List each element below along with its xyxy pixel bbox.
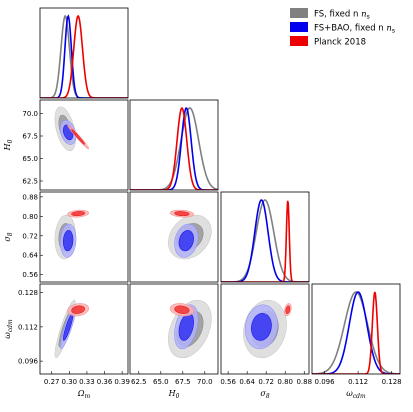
- panel-frame: [129, 191, 219, 283]
- y-axis-label-s8: σ8: [3, 232, 14, 241]
- panel-frame: [39, 283, 129, 375]
- panel-frame: [220, 191, 310, 283]
- legend: FS, fixed n ns FS+BAO, fixed n ns Planck 2…: [290, 8, 395, 48]
- panel-frame: [129, 283, 219, 375]
- legend-item: Planck 2018: [290, 36, 366, 48]
- legend-label: FS+BAO, fixed n ns: [314, 24, 395, 35]
- x-tick-label: 0.56: [220, 378, 236, 386]
- panel-s8-vs-H0: [129, 191, 219, 283]
- y-tick-label: 0.096: [18, 358, 39, 366]
- x-tick-label: 0.72: [258, 378, 274, 386]
- y-axis-label-wc: ωcdm: [3, 319, 14, 339]
- marginal-curve-wc: [312, 291, 400, 374]
- panel-H0-vs-om: 62.5 65.0 67.5 70.0 H0: [3, 99, 129, 191]
- panel-frame: [39, 191, 129, 283]
- panel-wc-vs-s8: 0.56 0.64 0.72 0.80 0.88 σ8: [220, 283, 312, 400]
- x-tick-label: 0.33: [79, 378, 95, 386]
- x-tick-label: 0.88: [296, 378, 312, 386]
- y-tick-label: 70.0: [22, 110, 38, 118]
- x-axis-label-s8: σ8: [260, 389, 269, 400]
- x-tick-label: 0.36: [97, 378, 113, 386]
- legend-swatch: [290, 22, 308, 32]
- marginal-curve-H0: [130, 107, 218, 190]
- y-tick-label: 65.0: [22, 155, 38, 163]
- panel-H0-vs-H0: [129, 99, 219, 191]
- contour-om-H0: [71, 129, 85, 145]
- y-tick-label: 0.128: [18, 289, 38, 297]
- legend-swatch: [290, 8, 308, 18]
- x-tick-label: 0.30: [62, 378, 78, 386]
- panels-layer: 62.565.067.570.0H00.560.640.720.800.88σ8…: [3, 7, 402, 400]
- contour-H0-wc: [174, 305, 190, 314]
- y-tick-label: 62.5: [22, 178, 38, 186]
- x-axis-label-om: Ωm: [77, 389, 91, 400]
- panel-om-vs-om: [39, 7, 129, 99]
- marginal-curve-s8: [221, 199, 309, 282]
- marginal-curve-om: [40, 14, 128, 98]
- legend-label: FS, fixed n ns: [314, 10, 370, 21]
- panel-frame: [39, 7, 129, 99]
- contour-om-wc: [71, 305, 85, 314]
- x-tick-label: 0.096: [315, 378, 336, 386]
- contour-om-s8: [71, 211, 85, 217]
- panel-frame: [129, 99, 219, 191]
- marginal-curve-wc: [312, 291, 400, 374]
- panel-frame: [311, 283, 401, 375]
- x-tick-label: 62.5: [131, 378, 147, 386]
- marginal-curve-om: [40, 15, 128, 98]
- y-tick-label: 0.112: [18, 323, 38, 331]
- x-tick-label: 0.80: [277, 378, 293, 386]
- marginal-curve-wc: [312, 291, 400, 374]
- x-tick-label: 65.0: [153, 378, 169, 386]
- legend-swatch: [290, 36, 308, 46]
- panel-wc-vs-H0: 62.5 65.0 67.5 70.0 H0: [129, 283, 219, 400]
- x-tick-label: 70.0: [197, 378, 213, 386]
- contour-s8-wc: [285, 305, 291, 314]
- contour-H0-s8: [174, 211, 190, 217]
- y-tick-label: 0.56: [22, 271, 38, 279]
- panel-wc-vs-wc: 0.096 0.112 0.128 ωcdm: [311, 283, 402, 400]
- y-tick-label: 0.88: [22, 193, 38, 201]
- y-tick-label: 0.64: [22, 252, 38, 260]
- x-tick-label: 0.112: [348, 378, 368, 386]
- legend-item: FS+BAO, fixed n ns: [290, 22, 395, 35]
- x-tick-label: 0.128: [382, 378, 402, 386]
- panel-s8-vs-s8: [220, 191, 310, 283]
- y-tick-label: 0.80: [22, 213, 38, 221]
- x-tick-label: 0.27: [44, 378, 60, 386]
- panel-wc-vs-om: 0.27 0.30 0.33 0.36 0.39 Ωm 0.096 0.112 0.128 ωcd…: [3, 283, 130, 400]
- panel-frame: [39, 99, 129, 191]
- y-axis-label-H0: H0: [3, 139, 14, 151]
- x-tick-label: 0.39: [114, 378, 130, 386]
- x-tick-label: 67.5: [175, 378, 191, 386]
- y-tick-label: 0.72: [22, 232, 38, 240]
- marginal-curve-H0: [130, 107, 218, 190]
- contour-H0-s8: [178, 230, 194, 252]
- panel-frame: [220, 283, 310, 375]
- x-axis-label-H0: H0: [168, 389, 180, 400]
- marginal-curve-H0: [130, 107, 218, 190]
- legend-label: Planck 2018: [314, 38, 366, 48]
- x-axis-label-wc: ωcdm: [346, 389, 366, 400]
- contour-om-s8: [63, 230, 74, 252]
- legend-item: FS, fixed n ns: [290, 8, 370, 21]
- panel-s8-vs-om: 0.56 0.64 0.72 0.80 0.88 σ8: [3, 191, 129, 283]
- contour-s8-wc: [251, 312, 272, 341]
- y-tick-label: 67.5: [22, 133, 38, 141]
- x-tick-label: 0.64: [239, 378, 255, 386]
